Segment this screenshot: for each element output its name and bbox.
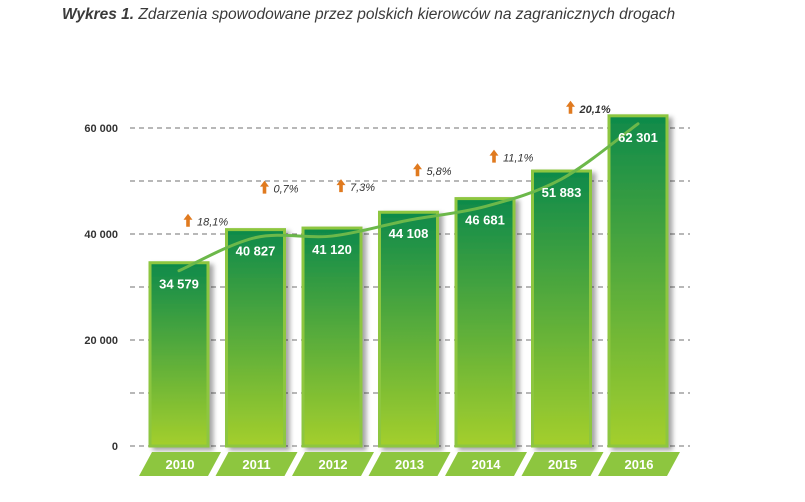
growth-indicator: 18,1% — [183, 213, 228, 229]
bar-2010 — [148, 261, 210, 448]
bar-2015 — [531, 169, 592, 448]
growth-indicator: 20,1% — [566, 100, 611, 116]
x-axis-band: 2010 2011 2012 2013 2014 2015 2016 — [139, 452, 680, 476]
y-tick-label: 60 000 — [84, 123, 118, 135]
trendline — [177, 122, 640, 273]
growth-indicator: 11,1% — [489, 149, 534, 165]
x-category-tab — [598, 452, 680, 476]
growth-label: 20,1% — [579, 104, 611, 116]
arrow-up-icon — [336, 179, 346, 193]
growth-indicator: 5,8% — [413, 163, 452, 178]
x-category-tab — [215, 452, 298, 476]
bar-value-label: 51 883 — [542, 185, 582, 200]
x-category-tab — [139, 452, 221, 476]
x-category-tab — [292, 452, 374, 476]
growth-label: 0,7% — [274, 184, 299, 196]
x-category-tab — [521, 452, 604, 476]
bar-2016 — [607, 114, 669, 448]
y-tick-label: 40 000 — [84, 229, 118, 241]
x-tick-label: 2010 — [166, 457, 195, 472]
bar-value-label: 62 301 — [618, 130, 658, 145]
chart-title: Wykres 1. Zdarzenia spowodowane przez po… — [62, 6, 675, 24]
bar-2011 — [225, 228, 286, 448]
x-tick-label: 2016 — [625, 457, 654, 472]
y-tick-label: 20 000 — [84, 335, 118, 347]
bar-value-label: 46 681 — [465, 213, 505, 228]
growth-label: 11,1% — [503, 153, 534, 165]
y-axis: 0 20 000 40 000 60 000 — [84, 123, 118, 453]
growth-label: 18,1% — [197, 217, 228, 229]
x-tick-label: 2014 — [472, 457, 502, 472]
arrow-up-icon — [260, 180, 269, 194]
y-tick-label: 0 — [112, 441, 118, 453]
trendline-curve — [177, 122, 640, 273]
bars — [148, 114, 669, 448]
bar-value-label: 41 120 — [312, 242, 352, 257]
x-category-tab — [445, 452, 527, 476]
bar-value-label: 44 108 — [389, 226, 429, 241]
arrow-up-icon — [489, 149, 499, 163]
x-category-tab — [368, 452, 451, 476]
growth-indicator: 7,3% — [336, 179, 375, 194]
arrow-up-icon — [183, 213, 193, 227]
growth-label: 7,3% — [350, 182, 375, 194]
growth-indicator: 0,7% — [260, 180, 299, 196]
bar-2014 — [454, 197, 516, 448]
bar-value-label: 40 827 — [236, 244, 276, 259]
growth-labels: 18,1% 0,7% 7,3% 5,8% 11,1% 20,1% — [183, 100, 611, 229]
bar-2012 — [301, 226, 363, 448]
x-tick-label: 2015 — [548, 457, 577, 472]
value-labels: 34 579 40 827 41 120 44 108 46 681 51 883 62 3… — [159, 130, 658, 292]
x-tick-label: 2011 — [242, 457, 270, 472]
figure-title: Zdarzenia spowodowane przez polskich kie… — [138, 6, 676, 23]
growth-label: 5,8% — [427, 166, 452, 178]
x-tick-label: 2012 — [319, 457, 348, 472]
x-tick-label: 2013 — [395, 457, 424, 472]
figure-label: Wykres 1. — [62, 6, 135, 23]
bar-value-label: 34 579 — [159, 277, 199, 292]
bar-2013 — [378, 210, 439, 448]
arrow-up-icon — [413, 163, 422, 177]
arrow-up-icon — [566, 100, 575, 114]
